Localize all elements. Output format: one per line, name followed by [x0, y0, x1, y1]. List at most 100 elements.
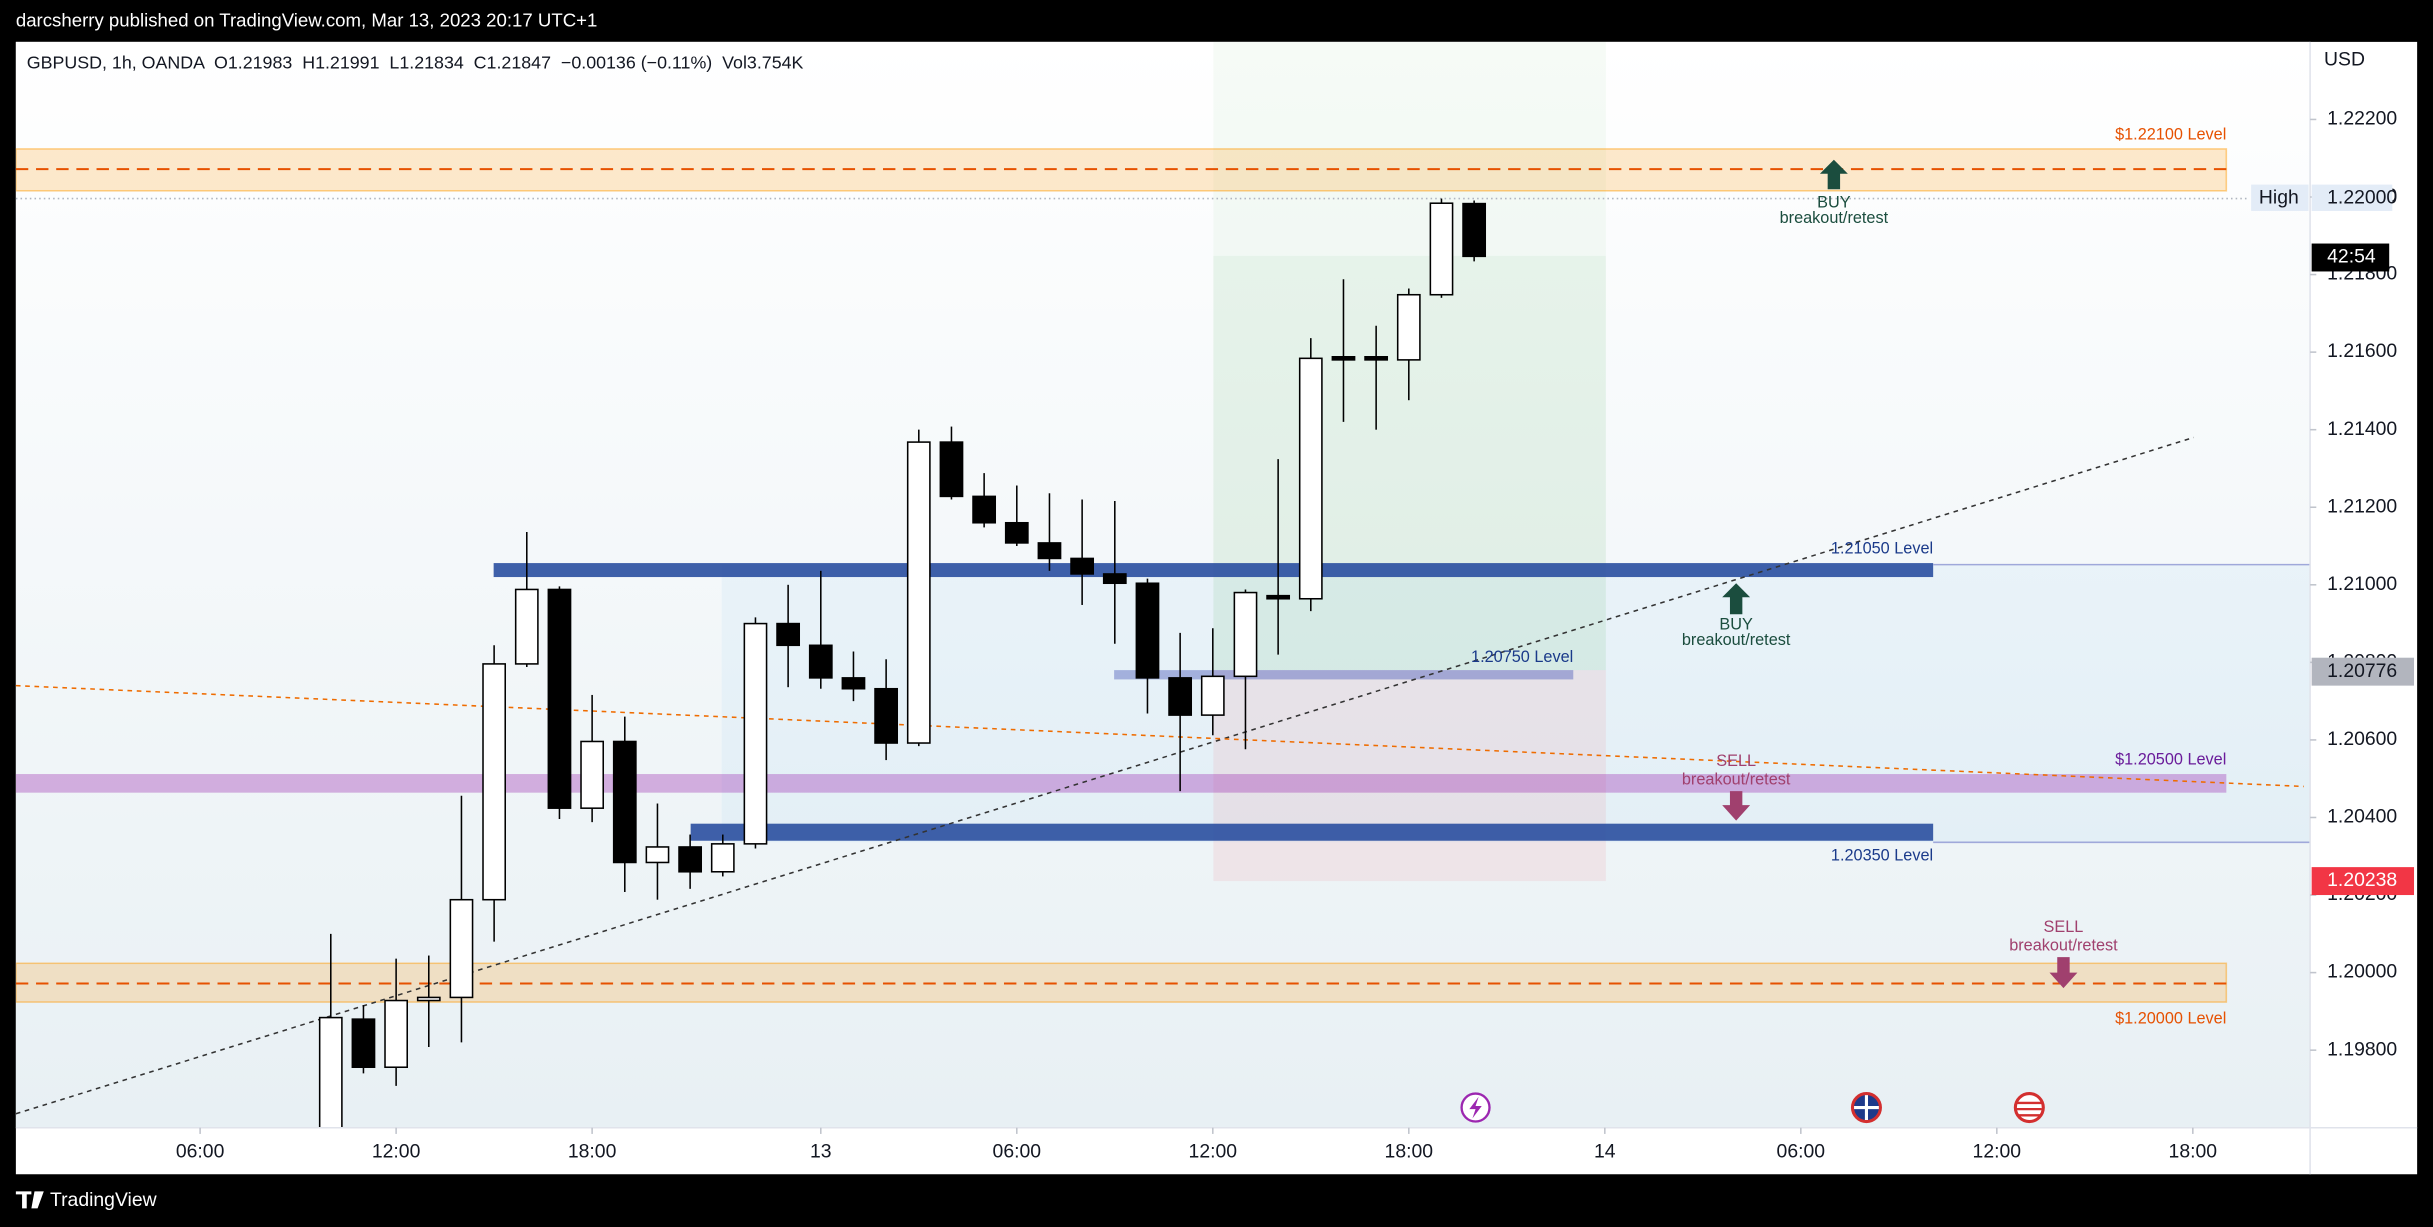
- candle-body: [1396, 293, 1421, 361]
- tag-bg: [2251, 184, 2309, 211]
- candle-body: [1200, 675, 1225, 716]
- x-tick-label: 18:00: [2169, 1141, 2218, 1163]
- y-tick-label: 1.20400: [2327, 806, 2397, 828]
- candle-body: [776, 622, 801, 647]
- candle-body: [1168, 677, 1193, 716]
- candle-body: [841, 677, 866, 690]
- candle-body: [1429, 202, 1454, 296]
- x-tick-label: 12:00: [1973, 1141, 2022, 1163]
- candle-body: [351, 1018, 376, 1069]
- event-icon-glyph: [2016, 1101, 2042, 1117]
- price-tag: 42:54: [2327, 246, 2376, 268]
- candle-body: [580, 740, 605, 809]
- x-tick-label: 06:00: [1777, 1141, 1826, 1163]
- tag-bg: [2311, 184, 2393, 211]
- y-tick-label: 1.21600: [2327, 340, 2397, 362]
- candles: [318, 198, 1487, 1128]
- signal-label: breakout/retest: [2009, 937, 2118, 955]
- axis-unit: USD: [2324, 49, 2365, 71]
- trend-line: [15, 436, 2194, 1115]
- level-band: [493, 563, 1934, 578]
- signal-label: breakout/retest: [1780, 209, 1889, 227]
- tag-bg: [2311, 243, 2390, 272]
- signal-label: BUY: [1817, 194, 1851, 212]
- candle-body: [449, 898, 474, 999]
- x-tick-label: 18:00: [1385, 1141, 1434, 1163]
- price-tags: High 1.22000 42:54 1.20776 1.20238: [2251, 184, 2415, 896]
- candle-body: [1331, 356, 1356, 361]
- y-tick-label: 1.20600: [2327, 728, 2397, 750]
- event-icon[interactable]: [2013, 1092, 2045, 1124]
- candle-body: [906, 441, 931, 744]
- candle-body: [972, 495, 997, 524]
- candle-body: [1298, 357, 1323, 600]
- candle-body: [874, 687, 899, 744]
- y-tick-label: 1.19800: [2327, 1038, 2397, 1060]
- buy-arrow: [1722, 583, 1751, 615]
- candle-body: [318, 1016, 343, 1128]
- x-tick-label: 13: [810, 1141, 832, 1163]
- candle-body: [1102, 573, 1127, 585]
- candle-body: [482, 663, 507, 901]
- y-tick-label: 1.21400: [2327, 418, 2397, 440]
- signal-label: BUY: [1719, 615, 1753, 633]
- sell-arrow: [1722, 791, 1751, 821]
- level-label: $1.22100 Level: [2115, 125, 2226, 143]
- candle-body: [1135, 582, 1160, 679]
- y-tick-label: 1.21000: [2327, 573, 2397, 595]
- candle-body: [547, 588, 572, 809]
- drawings: [15, 41, 2311, 1128]
- price-tag: 1.22000: [2327, 187, 2397, 209]
- x-tick-label: 12:00: [372, 1141, 421, 1163]
- target-zone-faint: [1213, 41, 1606, 256]
- signal-label: SELL: [2044, 918, 2084, 936]
- x-tick-label: 12:00: [1189, 1141, 1238, 1163]
- sell-arrow: [2049, 957, 2078, 989]
- y-tick-label: 1.21200: [2327, 495, 2397, 517]
- brand-logo: [15, 1191, 44, 1209]
- level-band: [1114, 670, 1574, 680]
- trend-line: [15, 684, 2304, 788]
- candle-body: [1462, 202, 1487, 258]
- candle-body: [384, 999, 409, 1069]
- level-label: 1.20350 Level: [1831, 847, 1933, 865]
- publisher: darcsherry published on TradingView.com,…: [16, 10, 598, 31]
- candle-body: [1364, 356, 1389, 361]
- candle-body: [808, 644, 833, 679]
- level-label: $1.20500 Level: [2115, 750, 2226, 768]
- candle-body: [514, 588, 539, 665]
- x-tick-label: 18:00: [568, 1141, 617, 1163]
- stop-zone: [1213, 670, 1606, 882]
- candle-body: [743, 622, 768, 845]
- signal-label: breakout/retest: [1682, 631, 1791, 649]
- candle-body: [710, 843, 735, 873]
- range-zone: [721, 564, 2311, 843]
- price-tag: 1.20776: [2327, 660, 2397, 682]
- brand: TradingView: [50, 1189, 158, 1211]
- y-tick-label: 1.20000: [2327, 961, 2397, 983]
- candle-body: [1037, 542, 1062, 560]
- tag-bg: [2311, 657, 2415, 686]
- candle-body: [1266, 594, 1291, 600]
- candle-body: [1233, 591, 1258, 678]
- event-icon-glyph: [1854, 1095, 1879, 1120]
- candle-body: [939, 441, 964, 498]
- level-label: 1.20750 Level: [1471, 648, 1573, 666]
- price-tag: High: [2259, 187, 2299, 209]
- event-icons: [1460, 1092, 2045, 1124]
- legend-title: GBPUSD, 1h, OANDA O1.21983 H1.21991 L1.2…: [27, 52, 804, 72]
- tag-bg: [2311, 867, 2415, 896]
- candle-body: [1070, 557, 1095, 575]
- event-icon-glyph: [1469, 1096, 1482, 1119]
- plot-area: [15, 41, 2311, 1128]
- signal-label: SELL: [1716, 752, 1756, 770]
- x-tick-label: 06:00: [176, 1141, 225, 1163]
- level-band: [15, 774, 2227, 793]
- x-axis: 06:00 12:00 18:00 13 06:00 12:00 18:00 14 06:00 1…: [176, 1127, 2218, 1163]
- signal-label: breakout/retest: [1682, 771, 1791, 789]
- candle-body: [645, 846, 670, 864]
- y-tick-label: 1.22200: [2327, 108, 2397, 130]
- level-label: 1.21050 Level: [1831, 539, 1933, 557]
